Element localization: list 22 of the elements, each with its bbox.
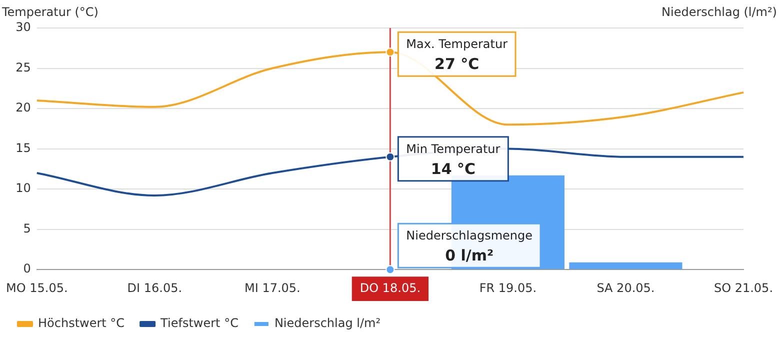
y-axis-title: Temperatur (°C)	[1, 5, 98, 19]
x-tick-label: DI 16.05.	[127, 280, 182, 295]
y-tick-label: 0	[23, 262, 31, 276]
legend-label: Niederschlag l/m²	[274, 316, 381, 330]
y-tick-label: 15	[16, 140, 31, 155]
x-tick-label: DO 18.05.	[360, 280, 421, 295]
y-tick-label: 10	[16, 181, 31, 196]
x-tick-label: MO 15.05.	[6, 280, 68, 295]
y-tick-label: 20	[16, 100, 31, 115]
annotation: Min Temperatur 14 °C	[406, 142, 500, 178]
x-tick-label: MI 17.05.	[244, 280, 300, 295]
annotation: Niederschlagsmenge 0 l/m²	[406, 228, 533, 265]
y2-axis-title: Niederschlag (l/m²)	[662, 5, 777, 19]
x-tick-label: SO 21.05.	[714, 280, 773, 295]
y-tick-label: 30	[16, 20, 31, 34]
x-tick-label: FR 19.05.	[479, 280, 537, 295]
legend-label: Höchstwert °C	[38, 316, 125, 330]
y-tick-label: 5	[23, 221, 31, 236]
x-tick-label: SA 20.05.	[596, 280, 655, 295]
y-tick-label: 25	[16, 60, 31, 74]
legend-label: Tiefstwert °C	[160, 316, 238, 330]
annotation: Max. Temperatur 27 °C	[406, 37, 508, 74]
